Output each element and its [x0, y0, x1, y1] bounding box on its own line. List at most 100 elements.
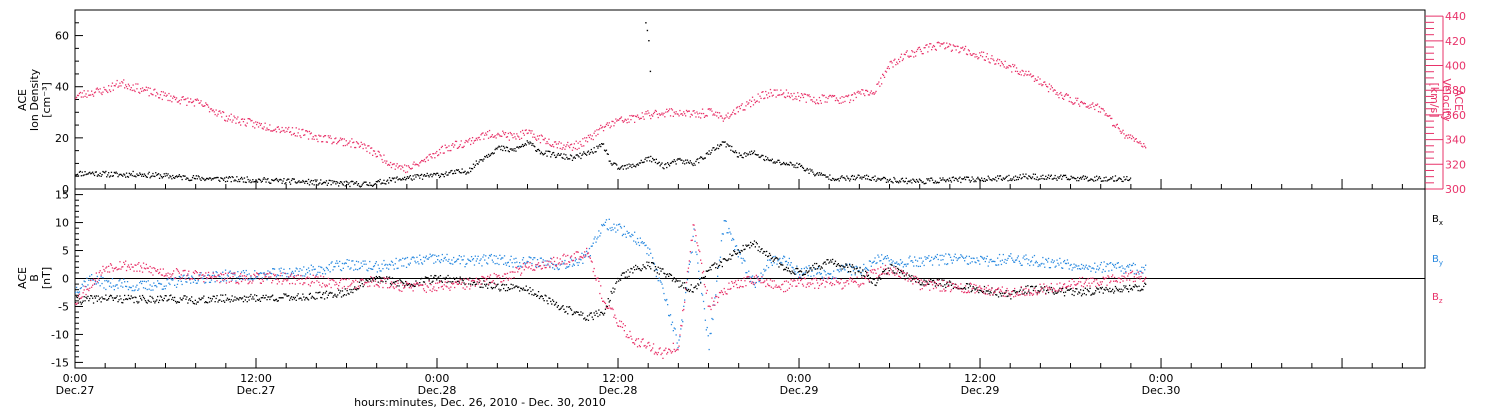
density-series-point	[725, 146, 727, 148]
bx-series-point	[453, 277, 455, 279]
density-series-point	[103, 171, 105, 173]
density-series-point	[487, 153, 490, 156]
velocity-series-point	[608, 122, 610, 124]
bx-series-point	[633, 266, 635, 268]
bx-series-point	[200, 298, 202, 301]
by-series-point	[622, 233, 624, 235]
by-series-point	[673, 327, 675, 329]
velocity-series-point	[308, 130, 311, 133]
bz-series-point	[160, 274, 163, 276]
bx-series-point	[635, 264, 637, 267]
bx-series-point	[465, 277, 467, 280]
density-series-point	[641, 161, 643, 164]
by-series-point	[719, 256, 722, 258]
by-series-point	[882, 262, 884, 265]
bx-series-point	[583, 318, 585, 320]
velocity-series-point	[642, 116, 644, 118]
density-series-point	[379, 178, 381, 181]
velocity-series-point	[372, 154, 374, 156]
bx-series-point	[620, 274, 623, 276]
by-series-point	[773, 262, 775, 264]
bz-series-point	[281, 283, 283, 285]
bx-series-point	[652, 262, 654, 264]
bz-series-point	[324, 286, 327, 288]
bx-series-point	[442, 277, 444, 279]
bz-series-point	[178, 272, 180, 274]
by-series-point	[520, 265, 522, 267]
bx-series-point	[723, 258, 725, 260]
velocity-series-point	[487, 131, 489, 133]
by-series-point	[295, 267, 297, 269]
by-series-point	[816, 273, 818, 275]
by-series-point	[938, 264, 940, 266]
by-series-point	[537, 266, 540, 268]
density-series-point	[531, 144, 533, 146]
by-series-point	[390, 260, 393, 262]
density-series-point	[281, 182, 283, 184]
by-series-point	[226, 274, 229, 276]
by-series-point	[1063, 261, 1065, 263]
velocity-series-point	[445, 147, 447, 149]
by-series-point	[1108, 270, 1110, 272]
bx-series-point	[548, 297, 550, 299]
bx-series-point	[192, 302, 195, 304]
bx-series-point	[538, 297, 541, 300]
bx-series-point	[141, 299, 143, 301]
velocity-series-point	[84, 95, 86, 97]
velocity-series-point	[125, 84, 127, 86]
density-series-point	[615, 163, 617, 165]
by-series-point	[220, 280, 222, 283]
velocity-series-point	[592, 138, 594, 141]
by-series-point	[108, 285, 111, 287]
bx-series-point	[316, 297, 318, 300]
bx-series-point	[595, 310, 597, 312]
velocity-series-point	[312, 136, 314, 138]
bx-series-point	[137, 302, 139, 304]
density-series-point	[1060, 174, 1062, 176]
bx-series-point	[1024, 291, 1026, 293]
bx-series-point	[968, 283, 970, 285]
density-series-point	[128, 172, 130, 174]
velocity-series-point	[626, 122, 628, 124]
velocity-series-point	[1011, 71, 1013, 73]
density-series-point	[1036, 176, 1038, 178]
density-series-point	[1057, 176, 1059, 178]
by-series-point	[304, 275, 306, 277]
bx-series-point	[1046, 290, 1048, 292]
by-series-point	[355, 268, 357, 270]
density-series-point	[400, 179, 402, 181]
velocity-series-point	[803, 93, 805, 95]
velocity-series-point	[631, 114, 633, 117]
velocity-series-point	[361, 143, 363, 146]
density-series-point	[667, 162, 669, 164]
velocity-series-point	[252, 125, 254, 128]
bx-series-point	[340, 296, 343, 298]
bz-series-point	[207, 277, 209, 280]
velocity-series-point	[141, 87, 144, 89]
by-series-point	[153, 282, 155, 284]
bx-series-point	[1096, 287, 1098, 289]
density-series-point	[1111, 178, 1113, 180]
velocity-series-point	[1084, 103, 1086, 105]
density-series-point	[358, 185, 361, 187]
density-series-point	[402, 177, 404, 180]
by-series-point	[447, 260, 449, 262]
bx-series-point	[438, 280, 441, 282]
velocity-series-point	[1051, 87, 1053, 89]
bx-series-point	[146, 302, 148, 304]
bx-series-point	[92, 297, 94, 299]
bx-series-point	[489, 282, 492, 284]
by-series-point	[75, 286, 78, 289]
density-series-point	[243, 177, 246, 179]
bz-series-point	[403, 287, 405, 289]
velocity-series-point	[824, 101, 826, 103]
density-series-point	[1053, 177, 1055, 179]
density-series-point	[423, 174, 426, 176]
velocity-series-point	[797, 92, 799, 94]
velocity-series-point	[525, 129, 527, 131]
bx-series-point	[457, 280, 460, 282]
by-series-point	[643, 242, 645, 244]
density-series-point	[407, 177, 410, 179]
by-series-point	[252, 279, 254, 281]
density-series-point	[119, 173, 121, 175]
